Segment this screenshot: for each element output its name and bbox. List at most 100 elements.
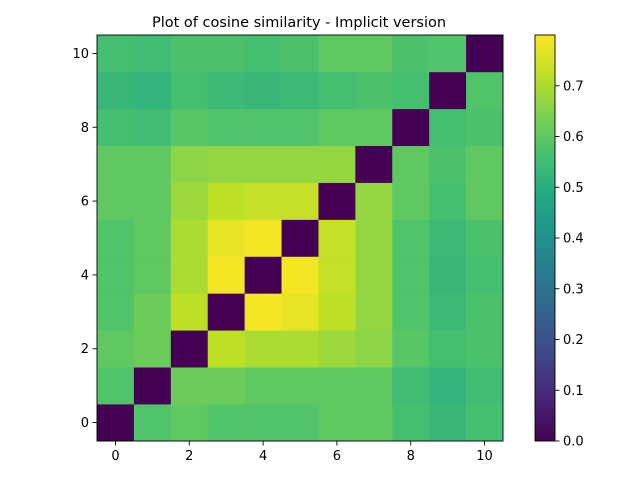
heatmap-cell: [355, 367, 393, 405]
x-tick-label: 2: [185, 449, 193, 464]
heatmap-cell: [318, 108, 356, 147]
heatmap-cell: [392, 182, 430, 220]
heatmap-cell: [429, 219, 467, 257]
heatmap-cell: [170, 145, 209, 183]
heatmap-cell: [170, 404, 209, 442]
x-tick-label: 8: [407, 449, 415, 464]
heatmap-cell: [170, 293, 209, 331]
y-tick-label: 10: [72, 47, 89, 62]
colorbar-tick-label: 0.1: [563, 384, 584, 399]
heatmap-cell: [281, 145, 319, 183]
heatmap-cell: [97, 108, 135, 147]
x-tick-label: 6: [333, 449, 341, 464]
chart-title: Plot of cosine similarity - Implicit ver…: [152, 15, 446, 31]
y-tick-label: 8: [81, 121, 89, 136]
heatmap-cell: [318, 182, 356, 220]
heatmap-cell: [392, 71, 430, 110]
heatmap-cell: [281, 330, 319, 368]
heatmap-cell: [429, 145, 467, 183]
heatmap-cell: [244, 367, 282, 405]
heatmap-cell: [97, 293, 135, 331]
heatmap-cell: [429, 256, 467, 294]
heatmap-cell: [281, 219, 319, 257]
heatmap-cell: [392, 145, 430, 183]
plot-frame: [96, 34, 504, 442]
heatmap-cell: [429, 330, 467, 368]
colorbar-axis: 0.0 0.1 0.2 0.3 0.4 0.5 0.6 0.7: [555, 79, 584, 450]
heatmap-cell: [429, 182, 467, 220]
heatmap-cell: [466, 71, 504, 110]
heatmap-cell: [170, 219, 209, 257]
heatmap-cell: [392, 256, 430, 294]
heatmap-cell: [207, 219, 245, 257]
heatmap-cell: [392, 219, 430, 257]
heatmap-cell: [318, 404, 356, 442]
heatmap-cell: [318, 330, 356, 368]
heatmap-cell: [466, 256, 504, 294]
heatmap-cell: [318, 293, 356, 331]
colorbar-tick-label: 0.0: [563, 435, 584, 450]
heatmap-cell: [466, 108, 504, 147]
heatmap-cell: [466, 330, 504, 368]
heatmap-cell: [281, 182, 319, 220]
x-axis: 0 2 4 6 8 10: [111, 441, 493, 464]
heatmap-cell: [429, 35, 467, 73]
heatmap-cell: [97, 219, 135, 257]
heatmap-cell: [392, 330, 430, 368]
heatmap-cell: [429, 404, 467, 442]
heatmap-cell: [97, 256, 135, 294]
heatmap-cell: [355, 108, 393, 147]
colorbar-tick-label: 0.6: [563, 130, 584, 145]
heatmap-cell: [355, 219, 393, 257]
heatmap-cell: [97, 404, 135, 442]
y-axis: 0 2 4 6 8 10: [72, 47, 97, 431]
heatmap-cell: [392, 367, 430, 405]
heatmap-cell: [355, 256, 393, 294]
heatmap-cell: [170, 182, 209, 220]
heatmap-cell: [244, 182, 282, 220]
heatmap-cell: [318, 145, 356, 183]
heatmap-cell: [133, 404, 172, 442]
y-tick-label: 6: [81, 195, 89, 210]
x-tick-label: 0: [111, 449, 119, 464]
heatmap-cell: [244, 35, 282, 73]
heatmap-cell: [466, 219, 504, 257]
heatmap-cell: [97, 71, 135, 110]
heatmap-cell: [207, 256, 245, 294]
heatmap-cell: [97, 182, 135, 220]
heatmap-cell: [133, 35, 172, 73]
heatmap-cell: [207, 182, 245, 220]
heatmap-cell: [318, 71, 356, 110]
heatmap-cell: [133, 330, 172, 368]
heatmap-cell: [466, 182, 504, 220]
heatmap-cell: [207, 293, 245, 331]
heatmap-cell: [281, 108, 319, 147]
x-tick-label: 10: [476, 449, 493, 464]
heatmap-cell: [244, 108, 282, 147]
heatmap-cell: [97, 330, 135, 368]
heatmap-cell: [207, 35, 245, 73]
heatmap-cell: [392, 35, 430, 73]
heatmap-cell: [429, 367, 467, 405]
heatmap-cell: [97, 35, 135, 73]
heatmap-cell: [133, 219, 172, 257]
heatmap-cell: [429, 108, 467, 147]
y-tick-label: 4: [81, 268, 89, 283]
heatmap-cell: [244, 219, 282, 257]
heatmap-cell: [133, 108, 172, 147]
heatmap-cell: [466, 293, 504, 331]
colorbar-tick-label: 0.4: [563, 232, 584, 247]
heatmap-cell: [281, 71, 319, 110]
heatmap-cell: [355, 404, 393, 442]
heatmap-cell: [392, 404, 430, 442]
heatmap-cell: [466, 404, 504, 442]
heatmap-cells: [97, 35, 504, 442]
heatmap-cell: [244, 404, 282, 442]
heatmap-cell: [170, 35, 209, 73]
heatmap-cell: [355, 145, 393, 183]
heatmap-cell: [392, 293, 430, 331]
heatmap-cell: [392, 108, 430, 147]
heatmap-cell: [133, 367, 172, 405]
heatmap-cell: [170, 108, 209, 147]
heatmap-cell: [133, 182, 172, 220]
